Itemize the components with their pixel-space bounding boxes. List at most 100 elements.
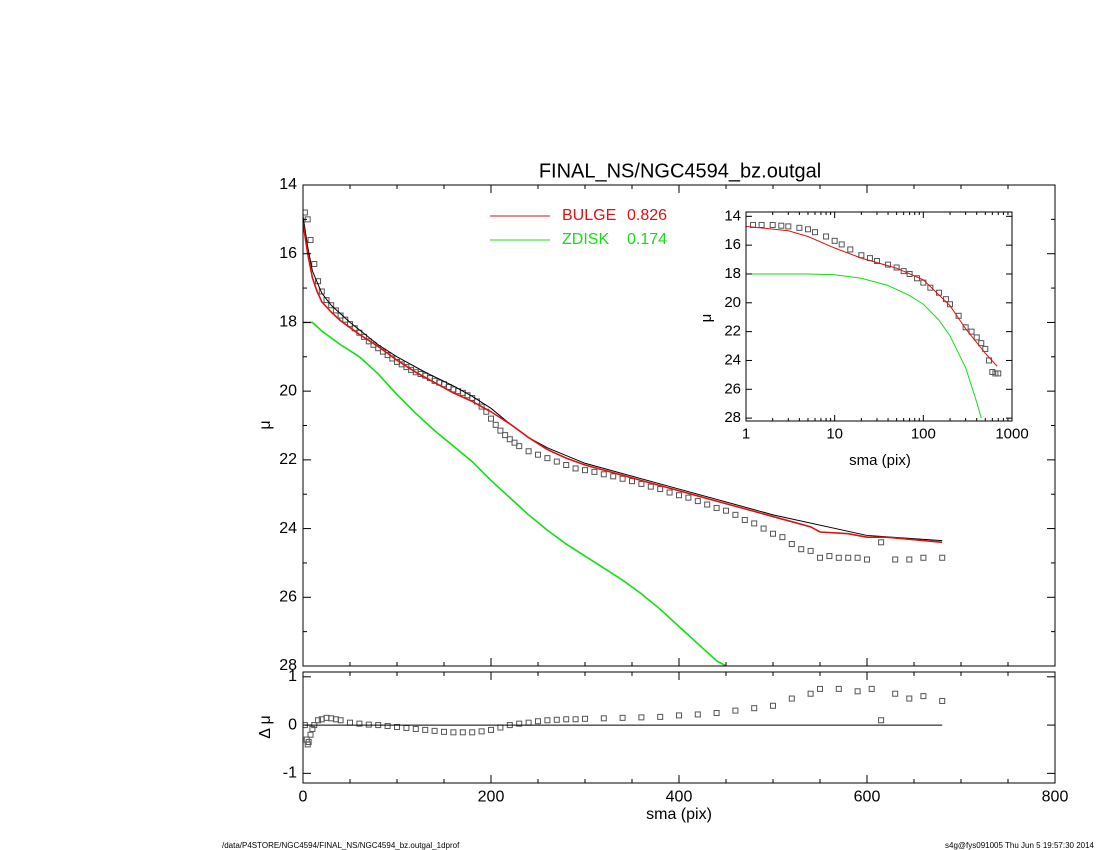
data-point [347, 719, 353, 726]
data-point [694, 711, 701, 718]
data-point [804, 226, 811, 233]
data-point [582, 715, 588, 722]
data-point [847, 246, 854, 253]
data-point [610, 473, 617, 480]
y-tick-label: 14 [724, 207, 741, 224]
data-point [305, 738, 312, 745]
data-point [968, 328, 975, 335]
data-point [878, 539, 885, 546]
data-point [939, 697, 946, 704]
legend-label: ZDISK [562, 231, 609, 248]
data-point [307, 731, 314, 738]
x-axis-label: sma (pix) [646, 806, 712, 823]
data-point [723, 507, 729, 514]
data-point [488, 415, 494, 422]
data-point [553, 458, 560, 465]
data-point [506, 436, 513, 443]
legend-value: 0.174 [627, 231, 667, 248]
data-point [309, 725, 316, 732]
data-point [982, 345, 989, 352]
data-point [666, 489, 673, 496]
data-point [422, 726, 429, 733]
data-point [900, 268, 907, 275]
residual-y-axis-label: Δ μ [257, 715, 274, 738]
data-point [760, 525, 767, 532]
data-point [788, 541, 795, 548]
data-point [751, 520, 758, 527]
inset-x-axis-label: sma (pix) [849, 452, 911, 469]
data-point [823, 233, 830, 240]
x-tick-label: 800 [1042, 789, 1069, 806]
y-tick-label: 16 [279, 245, 297, 262]
data-point [657, 486, 664, 493]
data-point [516, 720, 523, 727]
data-point [323, 297, 330, 304]
data-point [657, 713, 664, 720]
data-point [328, 302, 335, 309]
data-point [826, 553, 833, 560]
data-point [973, 334, 980, 341]
x-tick-label: 10 [826, 425, 843, 442]
data-point [535, 718, 541, 725]
data-point [906, 695, 913, 702]
data-point [356, 720, 363, 727]
data-point [817, 685, 823, 692]
data-point [939, 554, 946, 561]
data-point [732, 511, 739, 518]
inset-y-axis-label: μ [698, 314, 715, 323]
data-point [811, 229, 818, 236]
footer-stamp: s4g@fys091005 Thu Jun 5 19:57:30 2014 [945, 841, 1095, 850]
data-point [450, 729, 457, 736]
data-point [535, 451, 541, 458]
data-point [629, 478, 635, 485]
data-point [563, 716, 570, 723]
data-point [600, 471, 607, 478]
chart-title: FINAL_NS/NGC4594_bz.outgal [539, 160, 821, 182]
y-tick-label: 26 [279, 589, 297, 606]
data-point [796, 224, 803, 231]
y-tick-label: 24 [279, 520, 297, 537]
data-point [638, 714, 645, 721]
data-point [989, 368, 996, 375]
data-point [788, 695, 795, 702]
x-tick-label: 100 [911, 425, 936, 442]
y-tick-label: 16 [724, 236, 741, 253]
y-tick-label: 22 [279, 451, 297, 468]
data-point [315, 717, 322, 724]
data-point [770, 530, 776, 537]
y-tick-label: 1 [288, 668, 297, 685]
data-point [942, 296, 949, 303]
data-point [807, 690, 814, 697]
plot-area [303, 685, 946, 748]
x-tick-label: 0 [299, 789, 308, 806]
x-tick-label: 400 [666, 789, 693, 806]
model-line [746, 273, 982, 419]
data-point [361, 333, 368, 340]
data-point [892, 690, 899, 697]
y-tick-label: 24 [724, 351, 741, 368]
plot-area [746, 221, 1002, 419]
data-point [478, 728, 485, 735]
data-point [713, 504, 720, 511]
y-tick-label: 18 [724, 265, 741, 282]
x-tick-label: 1 [742, 425, 750, 442]
y-tick-label: 20 [279, 382, 297, 399]
data-point [770, 702, 776, 709]
data-point [303, 209, 308, 216]
data-point [785, 223, 792, 230]
data-point [845, 554, 852, 561]
data-point [525, 448, 532, 455]
data-point [591, 468, 598, 475]
x-tick-label: 600 [854, 789, 881, 806]
data-point [798, 546, 805, 553]
data-point [525, 719, 532, 726]
data-point [920, 554, 927, 561]
data-point [807, 547, 814, 554]
data-point [817, 554, 823, 561]
data-point [947, 301, 954, 308]
data-point [906, 556, 913, 563]
data-point [502, 432, 509, 439]
data-point [342, 316, 349, 323]
data-point [459, 729, 466, 736]
